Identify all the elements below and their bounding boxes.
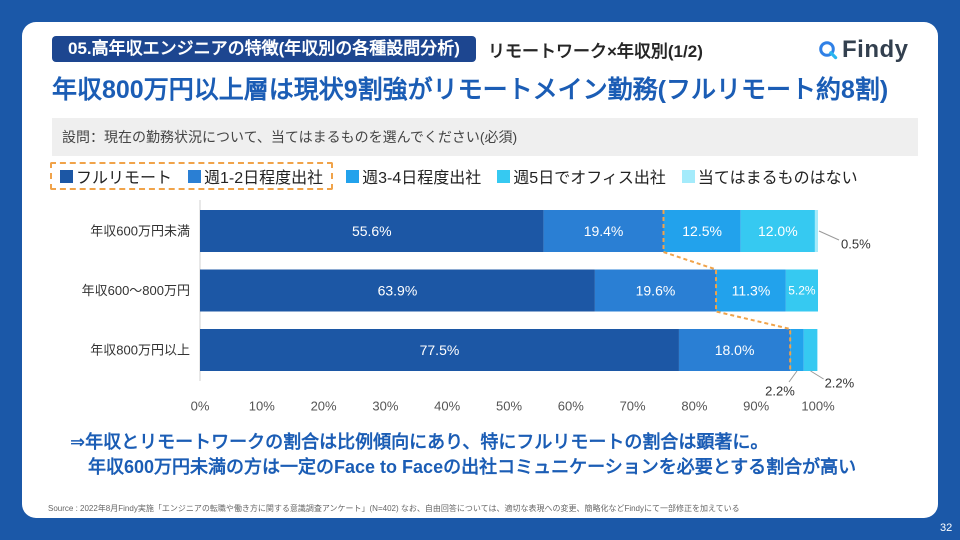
x-tick-label: 0% [191,399,210,414]
bar-segment [678,329,791,371]
legend-swatch [188,169,202,183]
x-tick-label: 50% [496,399,522,414]
category-label: 年収800万円以上 [90,343,190,358]
slide-title: 年収800万円以上層は現状9割強がリモートメイン勤務(フルリモート約8割) [52,76,889,104]
bar-segment [200,269,595,312]
x-tick-label: 40% [434,399,460,414]
bar-segment [790,329,804,371]
findy-logo-text: Findy [842,36,909,63]
category-label: 年収600万円未満 [90,224,190,239]
x-tick-label: 80% [681,399,707,414]
data-label-leader-line [818,230,840,241]
question-text: 設問：現在の勤務状況について、当てはまるものを選んでください(必須) [62,129,518,145]
x-tick-label: 30% [372,399,398,414]
data-label: 55.6% [352,223,392,239]
x-tick-label: 70% [620,399,646,414]
data-label-leader-line [788,370,798,383]
legend-highlight-box: フルリモート 週1-2日程度出社 [50,162,334,190]
bar-segment [785,269,818,312]
legend-item-full-remote: フルリモート [60,164,172,188]
data-label: 11.3% [732,283,771,299]
bar-segment [200,210,544,252]
legend-label: 週1-2日程度出社 [204,170,324,187]
data-label: 12.0% [758,223,798,239]
bar-segment [803,329,818,371]
findy-logo: Findy [818,35,909,65]
legend-swatch [346,169,360,183]
x-tick-label: 90% [743,399,769,414]
bar-segment [594,269,717,312]
conclusion-line-2: 年収600万円未満の方は一定のFace to Faceの出社コミュニケーションを… [88,457,857,477]
conclusion-line-1: ⇒年収とリモートワークの割合は比例傾向にあり、特にフルリモートの割合は顕著に。 [70,432,769,452]
bar-segment [663,210,741,252]
x-tick-label: 10% [249,399,275,414]
legend-label: 当てはまるものはない [697,170,858,187]
legend-label: 週5日でオフィス出社 [513,170,666,187]
data-label: 63.9% [378,283,418,299]
bar-segment [543,210,664,252]
slide-header: 05.高年収エンジニアの特徴(年収別の各種設問分析) リモートワーク×年収別(1… [52,36,703,62]
page-number: 32 [940,522,953,534]
x-tick-label: 20% [311,399,337,414]
data-label: 19.6% [636,283,676,299]
chart-legend: フルリモート 週1-2日程度出社 週3-4日程度出社 週5日でオフィス出社 当て… [50,162,874,190]
legend-swatch [60,169,73,183]
bar-segment [200,329,679,371]
conclusion: ⇒年収とリモートワークの割合は比例傾向にあり、特にフルリモートの割合は顕著に。 … [70,430,856,480]
legend-label: フルリモート [76,170,173,187]
legend-swatch [497,169,511,183]
data-label: 2.2% [765,384,795,399]
highlight-dashed-connector [662,210,792,371]
bar-segment [740,210,815,252]
legend-item-office-5-days: 週5日でオフィス出社 [497,164,666,188]
question-box: 設問：現在の勤務状況について、当てはまるものを選んでください(必須) [52,118,918,156]
data-label: 5.2% [788,284,816,298]
data-label: 2.2% [825,376,855,391]
data-label: 18.0% [715,342,755,358]
data-label: 12.5% [682,223,722,239]
legend-swatch [681,169,695,183]
data-label-leader-line [810,370,824,380]
slide-card: 05.高年収エンジニアの特徴(年収別の各種設問分析) リモートワーク×年収別(1… [22,22,938,518]
bar-segment [814,210,818,252]
legend-label: 週3-4日程度出社 [362,170,482,187]
category-label: 年収600〜800万円 [82,283,190,298]
legend-item-office-3-4-days: 週3-4日程度出社 [346,164,481,188]
x-tick-label: 100% [801,399,835,414]
findy-logo-icon [819,41,838,60]
data-label: 19.4% [584,223,624,239]
x-tick-label: 60% [558,399,584,414]
data-label: 77.5% [420,342,460,358]
source-note: Source : 2022年8月Findy実施「エンジニアの転職や働き方に関する… [48,504,740,513]
bar-segment [716,269,786,312]
section-label: 05.高年収エンジニアの特徴(年収別の各種設問分析) [52,36,476,62]
subtopic-label: リモートワーク×年収別(1/2) [487,41,703,61]
data-label: 0.5% [841,237,871,252]
legend-item-office-1-2-days: 週1-2日程度出社 [188,164,323,188]
legend-item-none: 当てはまるものはない [681,164,858,188]
